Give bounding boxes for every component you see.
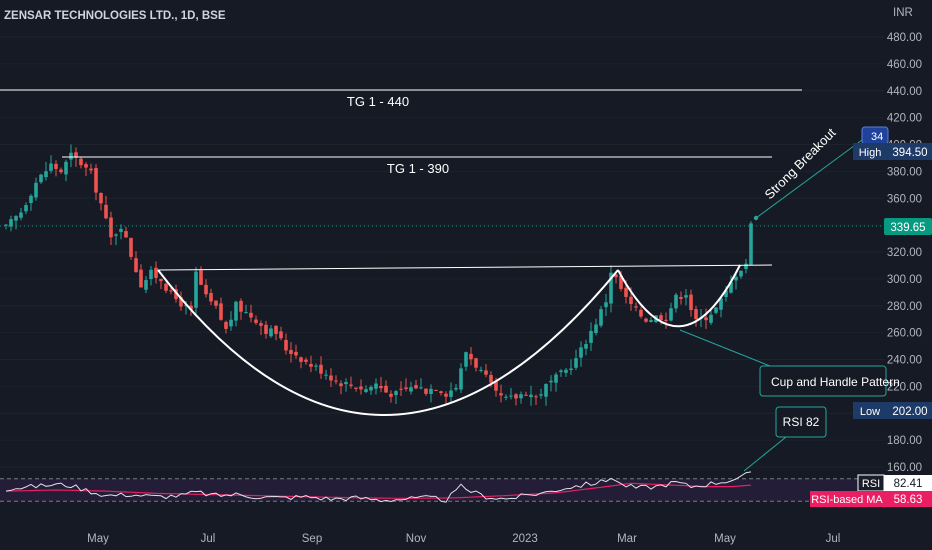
rsi-ma-value: 58.63 [894,494,923,506]
candle-25 [129,238,133,260]
breakout-peek-value: 34 [871,131,883,143]
y-tick-label-12: 240.00 [887,355,922,367]
y-tick-label-3: 420.00 [887,113,922,125]
rsi-label: RSI [862,478,880,490]
x-tick-label-3: Nov [406,533,427,545]
target-label-390: TG 1 - 390 [387,161,449,176]
y-tick-label-16: 160.00 [887,462,922,474]
low-label: Low [860,406,880,418]
rsi-callout-label: RSI 82 [783,415,820,429]
pattern-label: Cup and Handle Pattern [771,375,900,389]
x-tick-label-0: May [87,533,109,545]
rsi-ma-label: RSI-based MA [811,494,883,506]
y-tick-label-11: 260.00 [887,328,922,340]
candle-149 [749,221,753,265]
currency-label: INR [893,7,913,19]
y-tick-label-9: 300.00 [887,274,922,286]
breakout-arrow-dot [754,216,758,220]
last-price-value: 339.65 [890,222,925,234]
rsi-value: 82.41 [894,478,923,490]
x-tick-label-5: Mar [617,533,637,545]
y-tick-label-15: 180.00 [887,435,922,447]
high-label: High [859,147,882,159]
x-tick-label-1: Jul [201,533,216,545]
y-tick-label-1: 460.00 [887,59,922,71]
high-value: 394.50 [892,147,927,159]
x-tick-label-4: 2023 [512,533,538,545]
y-tick-label-8: 320.00 [887,247,922,259]
y-tick-label-0: 480.00 [887,32,922,44]
target-label-440: TG 1 - 440 [347,94,409,109]
y-tick-label-6: 360.00 [887,193,922,205]
symbol-title[interactable]: ZENSAR TECHNOLOGIES LTD., 1D, BSE [4,10,226,22]
y-tick-label-10: 280.00 [887,301,922,313]
y-tick-label-5: 380.00 [887,166,922,178]
x-tick-label-6: May [714,533,736,545]
x-tick-label-7: Jul [826,533,841,545]
x-tick-label-2: Sep [302,533,322,545]
candle-119 [599,306,603,328]
y-tick-label-2: 440.00 [887,86,922,98]
low-value: 202.00 [892,406,927,418]
